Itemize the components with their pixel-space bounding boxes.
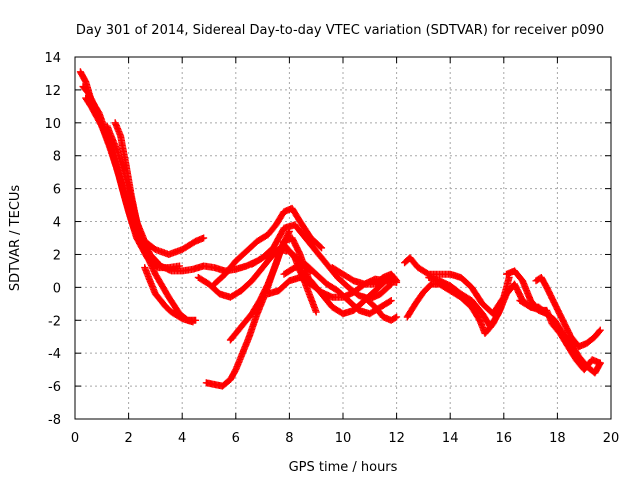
- x-tick-label: 10: [335, 431, 352, 446]
- series-arc-06: [141, 264, 197, 326]
- series-arc-03: [82, 94, 184, 272]
- data-point: [596, 359, 604, 367]
- y-tick-label: 0: [53, 281, 61, 296]
- x-tick-label: 18: [549, 431, 566, 446]
- y-tick-label: -8: [48, 413, 61, 428]
- y-tick-label: 8: [53, 150, 61, 165]
- data-point: [318, 244, 326, 252]
- chart-title: Day 301 of 2014, Sidereal Day-to-day VTE…: [76, 23, 604, 38]
- x-tick-label: 0: [71, 431, 79, 446]
- x-tick-label: 20: [603, 431, 620, 446]
- series-arc-10: [210, 204, 326, 288]
- y-tick-label: 12: [44, 84, 61, 99]
- x-tick-label: 4: [178, 431, 186, 446]
- series-arc-21: [516, 297, 604, 374]
- y-tick-label: -4: [48, 347, 61, 362]
- y-axis-tick-labels: -8 -6 -4 -2 0 2 4 6 8 10 12 14: [44, 51, 61, 428]
- data-point: [391, 314, 399, 322]
- x-tick-label: 8: [285, 431, 293, 446]
- series-layer: [76, 68, 604, 390]
- data-point: [393, 313, 401, 321]
- x-axis-tick-labels: 0 2 4 6 8 10 12 14 16 18 20: [71, 431, 619, 446]
- data-point: [189, 318, 197, 326]
- x-tick-label: 14: [442, 431, 459, 446]
- data-point: [596, 326, 604, 334]
- series-arc-22: [532, 274, 604, 351]
- y-tick-label: 10: [44, 117, 61, 132]
- grid: [75, 57, 611, 419]
- series-arc-16: [360, 293, 401, 324]
- y-tick-label: 6: [53, 183, 61, 198]
- x-tick-label: 6: [232, 431, 240, 446]
- plot-frame: [74, 56, 612, 420]
- data-point: [317, 243, 324, 251]
- data-point: [386, 297, 394, 305]
- y-axis-label: SDTVAR / TECUs: [8, 185, 23, 292]
- series-arc-17: [401, 254, 513, 318]
- x-axis-label: GPS time / hours: [289, 460, 398, 475]
- series-arc-15: [328, 264, 401, 288]
- data-point: [200, 234, 208, 242]
- y-tick-label: 4: [53, 216, 61, 231]
- x-tick-label: 12: [388, 431, 405, 446]
- x-tick-label: 2: [124, 431, 132, 446]
- y-tick-label: 2: [53, 248, 61, 263]
- data-point: [595, 327, 603, 335]
- y-tick-label: 14: [44, 51, 61, 66]
- data-point: [387, 297, 395, 305]
- data-point: [312, 308, 320, 316]
- x-tick-label: 16: [496, 431, 513, 446]
- series-arc-09: [226, 234, 312, 344]
- y-tick-label: -2: [48, 314, 61, 329]
- data-point: [392, 276, 400, 284]
- data-point: [393, 277, 401, 285]
- y-tick-label: -6: [48, 380, 61, 395]
